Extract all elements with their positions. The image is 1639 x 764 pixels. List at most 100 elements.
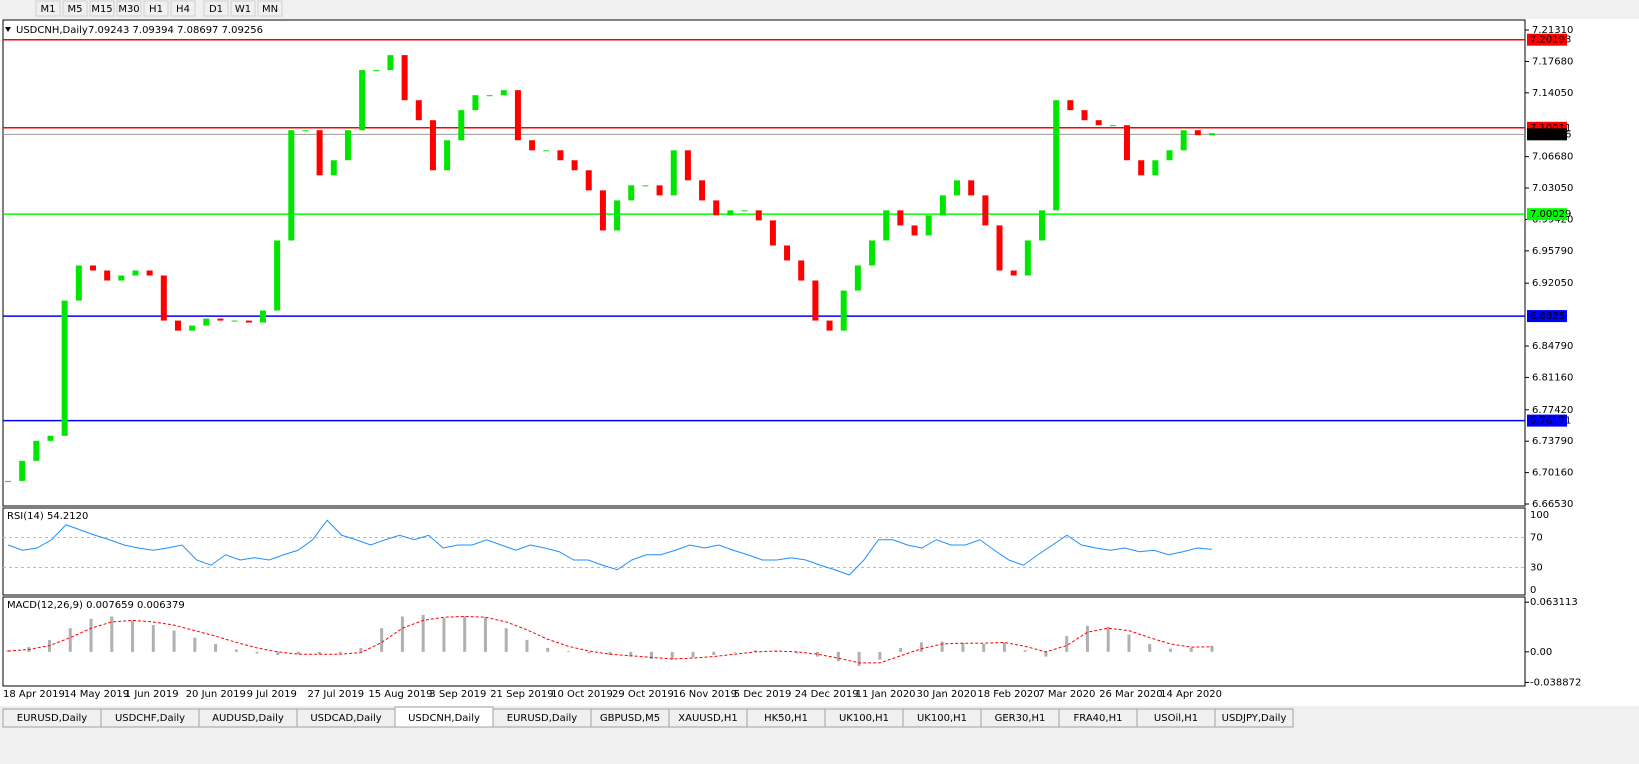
timeframe-button[interactable] [143,0,169,17]
level-label: 7.00029 [1530,209,1571,220]
tab-label: USOil,H1 [1154,713,1198,724]
y-tick-label: 7.14050 [1532,88,1573,99]
tab-label: UK100,H1 [917,713,967,724]
x-tick-label: 18 Feb 2020 [977,689,1039,700]
candle [1124,125,1131,161]
timeframe-button[interactable] [170,0,196,17]
tab-label: USDCHF,Daily [115,713,185,724]
candle [486,95,493,97]
tab-label: AUDUSD,Daily [212,713,284,724]
tab-label: EURUSD,Daily [17,713,88,724]
timeframe-label: M15 [91,4,112,15]
candle [1109,125,1116,127]
candle [500,90,507,96]
candle [911,225,918,236]
collapse-icon[interactable] [5,27,11,32]
macd-bar [795,651,799,654]
candle [259,310,266,323]
candle [585,170,592,191]
macd-bar [525,640,529,652]
macd-bar [234,649,238,652]
rsi-tick-label: 30 [1530,563,1543,574]
candle [1209,133,1215,136]
macd-panel [2,596,1526,687]
timeframe-label: M5 [68,4,83,15]
timeframe-button[interactable] [257,0,283,17]
tab-label: GBPUSD,M5 [600,713,660,724]
x-tick-label: 26 Mar 2020 [1099,689,1162,700]
timeframe-button[interactable] [89,0,115,17]
macd-bar [1023,650,1027,652]
x-tick-label: 30 Jan 2020 [917,689,977,700]
timeframe-button[interactable] [230,0,256,17]
macd-bar [982,643,986,652]
candle [614,200,621,231]
timeframe-button[interactable] [35,0,61,17]
tab-label: HK50,H1 [764,713,808,724]
macd-bar [380,628,384,652]
x-tick-label: 3 Sep 2019 [429,689,486,700]
macd-bar [214,643,218,652]
y-tick-label: 6.66530 [1532,499,1573,510]
macd-bar [172,630,176,652]
x-tick-label: 16 Nov 2019 [673,689,737,700]
x-tick-label: 29 Oct 2019 [612,689,674,700]
macd-signal [7,615,1213,664]
macd-bar [400,616,404,652]
chart-window [0,19,1639,706]
rsi-tick-label: 0 [1530,585,1536,596]
candle [217,318,224,321]
timeframe-button[interactable] [62,0,88,17]
macd-bar [131,620,135,652]
candle [330,160,337,176]
y-tick-label: 7.03050 [1532,183,1573,194]
macd-bar [421,614,425,652]
timeframe-label: H4 [176,4,190,15]
macd-bar [110,616,114,652]
candle [713,200,720,216]
macd-bar [1168,648,1172,652]
macd-bar [691,651,695,658]
macd-bar [961,643,965,652]
candle [1053,100,1060,211]
macd-bar [587,651,591,654]
tab-label: FRA40,H1 [1074,713,1123,724]
x-tick-label: 9 Jul 2019 [247,689,297,700]
candle [628,185,635,201]
macd-bar [1189,647,1193,652]
candle [784,245,791,261]
rsi-panel [2,507,1526,596]
candle [401,55,408,101]
timeframe-button[interactable] [203,0,229,17]
macd-tick-label: -0.038872 [1530,677,1581,688]
macd-bar [151,625,155,652]
candle [670,150,677,196]
candle [826,320,833,331]
tab-label: XAUUSD,H1 [678,713,737,724]
level-label-box [1527,208,1567,221]
candle [684,150,691,181]
timeframe-label: D1 [209,4,223,15]
y-tick-label: 6.95790 [1532,246,1573,257]
macd-bar [566,651,570,652]
macd-bar [255,651,259,654]
macd-bar [89,618,93,652]
tab-label: USDCNH,Daily [408,713,480,724]
macd-bar [899,647,903,652]
macd-bar [297,651,301,655]
macd-bar [193,637,197,652]
candle [373,70,380,72]
tab-label: GER30,H1 [995,713,1046,724]
candle [996,225,1003,271]
timeframe-button[interactable] [116,0,142,17]
tab[interactable] [1214,708,1294,728]
macd-bar [1210,645,1214,652]
candle [1039,210,1046,241]
x-tick-label: 15 Aug 2019 [368,689,432,700]
candle [741,210,748,212]
macd-bar [712,651,716,655]
candle [642,185,649,187]
candle [359,70,366,131]
